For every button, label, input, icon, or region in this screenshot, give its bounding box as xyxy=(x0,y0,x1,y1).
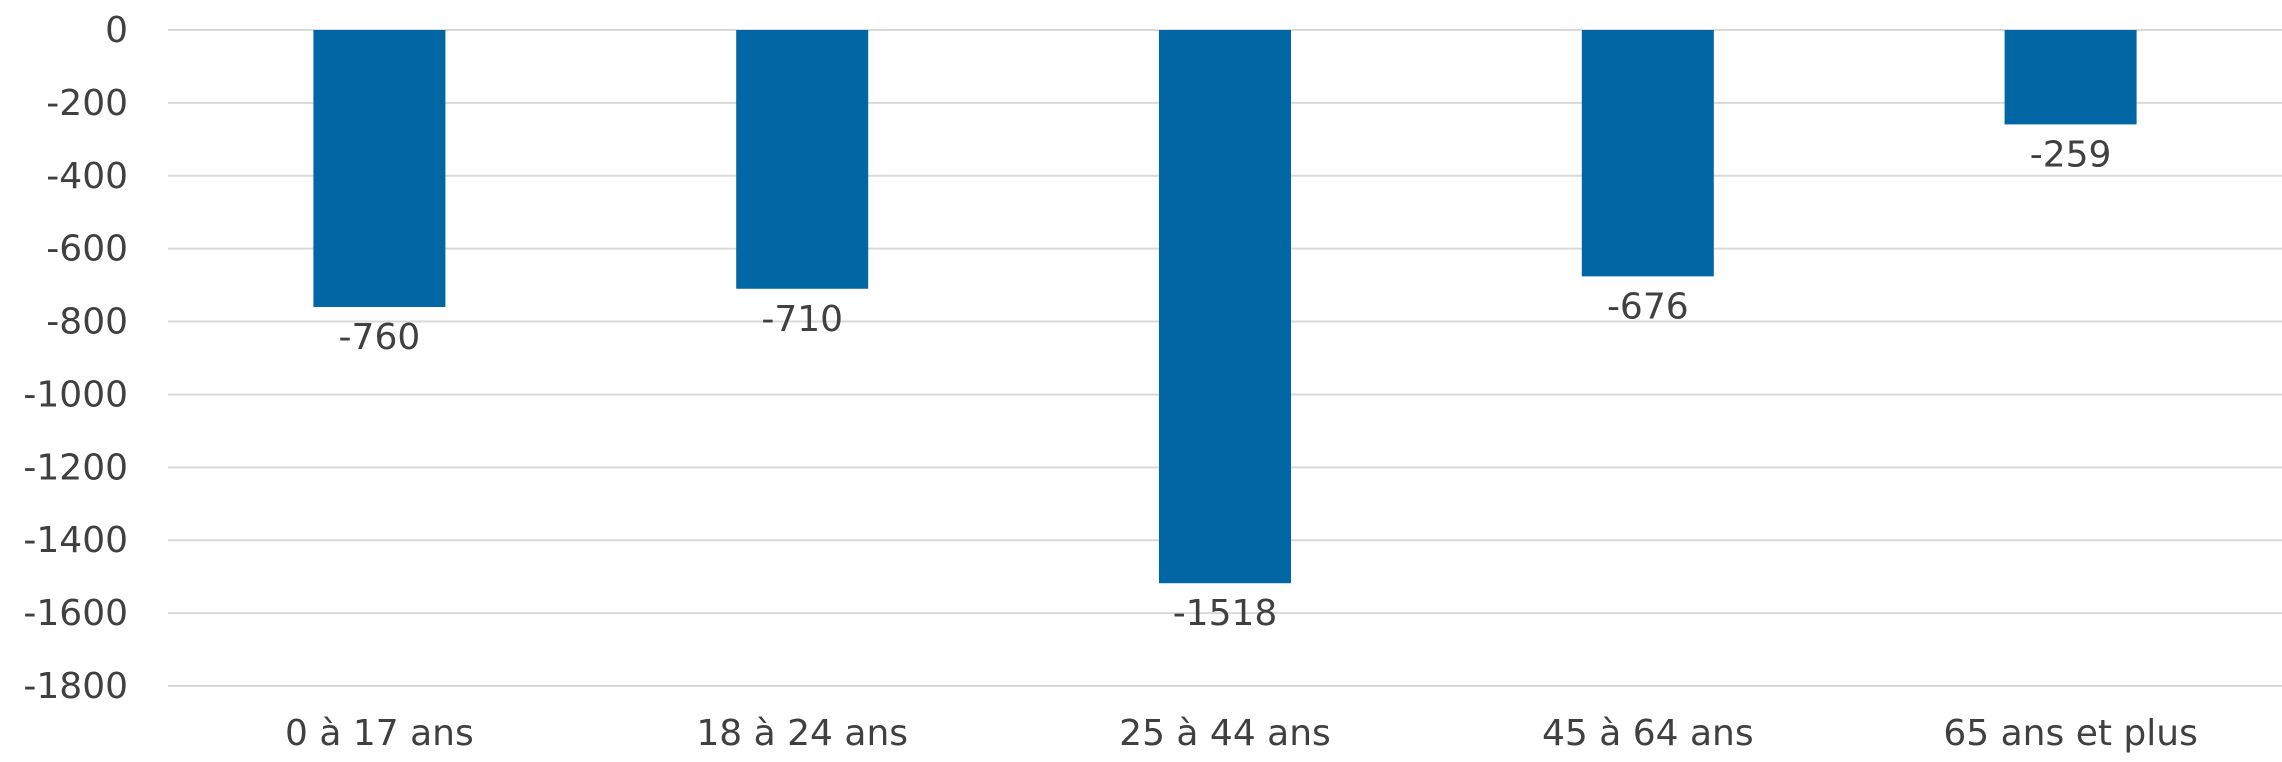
bar xyxy=(2004,30,2137,125)
data-label: -710 xyxy=(761,299,843,340)
bar xyxy=(736,30,869,289)
x-tick-label: 45 à 64 ans xyxy=(1542,713,1754,754)
y-tick-label: -1200 xyxy=(23,447,128,488)
y-tick-label: -200 xyxy=(46,83,128,124)
bar xyxy=(1581,30,1714,277)
bar xyxy=(313,30,446,307)
y-tick-label: -1800 xyxy=(23,666,128,707)
x-tick-label: 25 à 44 ans xyxy=(1119,713,1331,754)
data-label: -259 xyxy=(2030,134,2112,175)
x-tick-label: 65 ans et plus xyxy=(1943,713,2197,754)
x-tick-label: 18 à 24 ans xyxy=(696,713,908,754)
y-tick-label: -1400 xyxy=(23,520,128,561)
bar xyxy=(1159,30,1291,584)
data-label: -676 xyxy=(1607,286,1689,327)
y-axis-tick-labels: 0 -200 -400 -600 -800 -1000 -1200 -1400 -1600 -18… xyxy=(23,10,128,707)
y-tick-label: -400 xyxy=(46,156,128,197)
y-tick-label: -800 xyxy=(46,302,128,343)
y-tick-label: -1600 xyxy=(23,593,128,634)
x-axis-tick-labels: 0 à 17 ans 18 à 24 ans 25 à 44 ans 45 à 64 … xyxy=(285,713,2198,754)
y-tick-label: -1000 xyxy=(23,374,128,415)
data-label: -760 xyxy=(339,317,421,358)
data-label: -1518 xyxy=(1173,593,1278,634)
y-tick-label: 0 xyxy=(105,10,128,51)
y-tick-label: -600 xyxy=(46,229,128,270)
bars xyxy=(313,30,2137,584)
data-labels: -760 -710 -1518 -676 -259 xyxy=(339,134,2112,634)
x-tick-label: 0 à 17 ans xyxy=(285,713,474,754)
